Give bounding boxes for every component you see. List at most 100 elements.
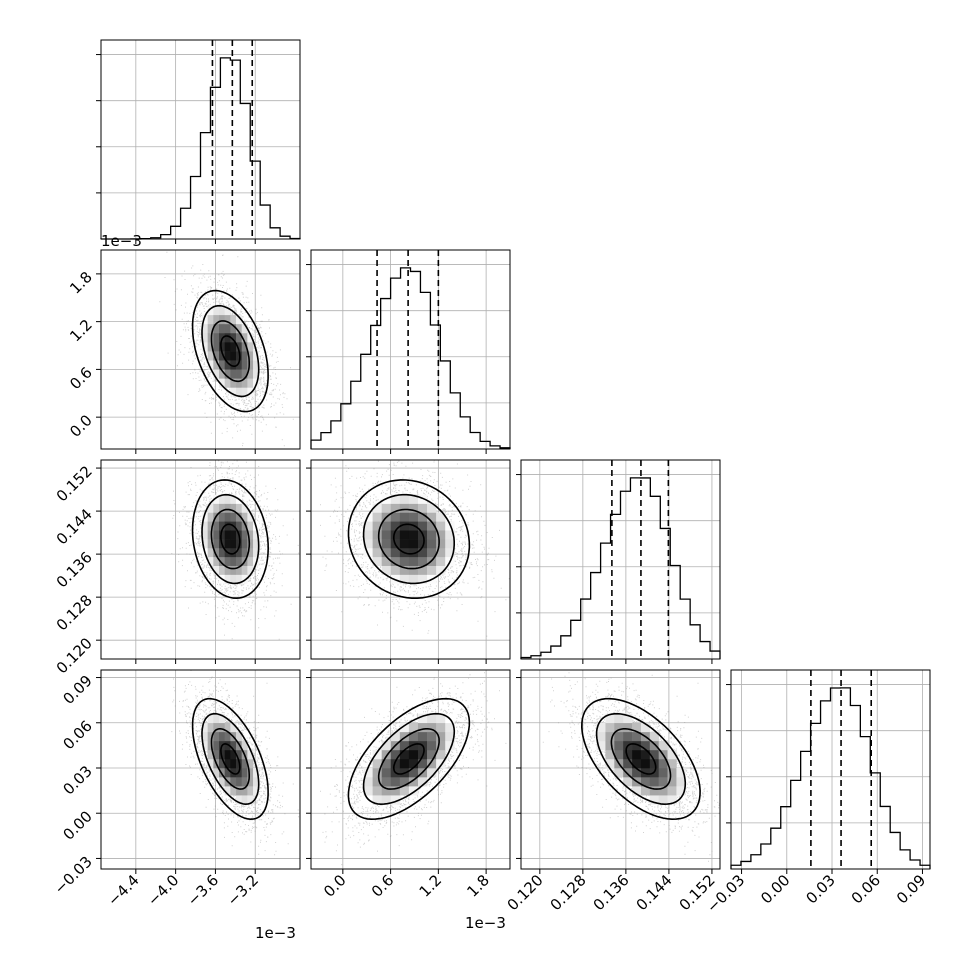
density-cell: [224, 740, 231, 751]
density-cell: [207, 323, 214, 334]
density-cell: [247, 777, 254, 787]
density-cell: [445, 547, 455, 558]
x-tick-label: 0.136: [590, 871, 633, 914]
density-cell: [247, 786, 254, 796]
density-cell: [224, 530, 231, 540]
density-cell: [649, 777, 659, 787]
density-cell: [649, 786, 659, 796]
density-cell: [445, 740, 455, 751]
density-cell: [427, 758, 437, 769]
density-cell: [372, 777, 382, 787]
density-cell: [230, 565, 237, 575]
density-cell: [417, 512, 428, 522]
density-cell: [427, 539, 437, 549]
density-cell: [399, 749, 410, 760]
density-cell: [363, 767, 373, 778]
density-cell: [230, 786, 237, 796]
density-cell: [436, 521, 446, 531]
density-cell: [224, 565, 231, 575]
density-cell: [201, 731, 208, 742]
density-cell: [632, 740, 642, 751]
density-cell: [253, 360, 260, 370]
density-cell: [230, 503, 237, 513]
density-cell: [417, 547, 428, 558]
density-cell: [213, 731, 220, 742]
density-cell: [363, 539, 373, 549]
density-cell: [436, 547, 446, 558]
density-cell: [253, 539, 260, 549]
density-cell: [224, 351, 231, 361]
density-cell: [427, 740, 437, 751]
density-cell: [596, 722, 606, 733]
offset-label: 1e−3: [101, 232, 142, 250]
density-cell: [417, 758, 428, 769]
histogram-series: [101, 57, 301, 240]
contour-line: [210, 320, 250, 383]
density-cell: [201, 722, 208, 733]
density-cell: [436, 731, 446, 742]
density-cell: [241, 512, 248, 522]
density-cell: [213, 740, 220, 751]
density-cell: [253, 351, 260, 361]
density-cell: [632, 758, 642, 769]
density-cell: [363, 786, 373, 796]
density-cell: [213, 369, 220, 379]
axes-frame: [100, 459, 301, 660]
density-cell: [224, 332, 231, 343]
y-tick-label: 1.2: [66, 316, 96, 346]
density-cell: [253, 767, 260, 778]
density-cell: [372, 547, 382, 558]
density-cell: [230, 332, 237, 343]
density-cell: [224, 758, 231, 769]
density-cell: [219, 758, 225, 769]
density-cell: [236, 342, 242, 352]
density-cell: [230, 314, 237, 325]
density-cell: [230, 351, 237, 361]
density-cell: [236, 786, 242, 796]
density-cell: [224, 786, 231, 796]
density-cell: [213, 713, 220, 724]
density-cell: [399, 565, 410, 575]
y-tick-label: 0.00: [59, 807, 95, 843]
density-cell: [230, 360, 237, 370]
density-cell: [230, 749, 237, 760]
density-cell: [632, 731, 642, 742]
density-cell: [236, 795, 242, 805]
density-cell: [363, 521, 373, 531]
density-cell: [219, 565, 225, 575]
density-cell: [236, 565, 242, 575]
density-cell: [236, 360, 242, 370]
density-cell: [230, 387, 237, 397]
scatter-panel-2-0: [96, 459, 301, 664]
density-cell: [224, 749, 231, 760]
density-cell: [632, 767, 642, 778]
contour-line: [201, 304, 260, 398]
density-cell: [408, 740, 419, 751]
density-cell: [241, 795, 248, 805]
density-cell: [676, 767, 686, 778]
density-cell: [372, 767, 382, 778]
density-cell: [236, 777, 242, 787]
contour-line: [210, 728, 250, 790]
density-cell: [427, 731, 437, 742]
density-cell: [241, 387, 248, 397]
density-cell: [247, 360, 254, 370]
density-cell: [236, 323, 242, 334]
density-cell: [213, 332, 220, 343]
density-cell: [399, 530, 410, 540]
density-cell: [640, 722, 651, 733]
density-cell: [247, 556, 254, 566]
density-cell: [224, 378, 231, 388]
contour-line: [362, 712, 456, 806]
density-cell: [427, 512, 437, 522]
density-cell: [241, 503, 248, 513]
density-cell: [230, 547, 237, 558]
density-cell: [219, 547, 225, 558]
density-cell: [219, 777, 225, 787]
density-cell: [213, 749, 220, 760]
density-cell: [381, 758, 392, 769]
density-cell: [247, 378, 254, 388]
density-cell: [381, 556, 392, 566]
density-cell: [623, 731, 633, 742]
density-cell: [596, 740, 606, 751]
